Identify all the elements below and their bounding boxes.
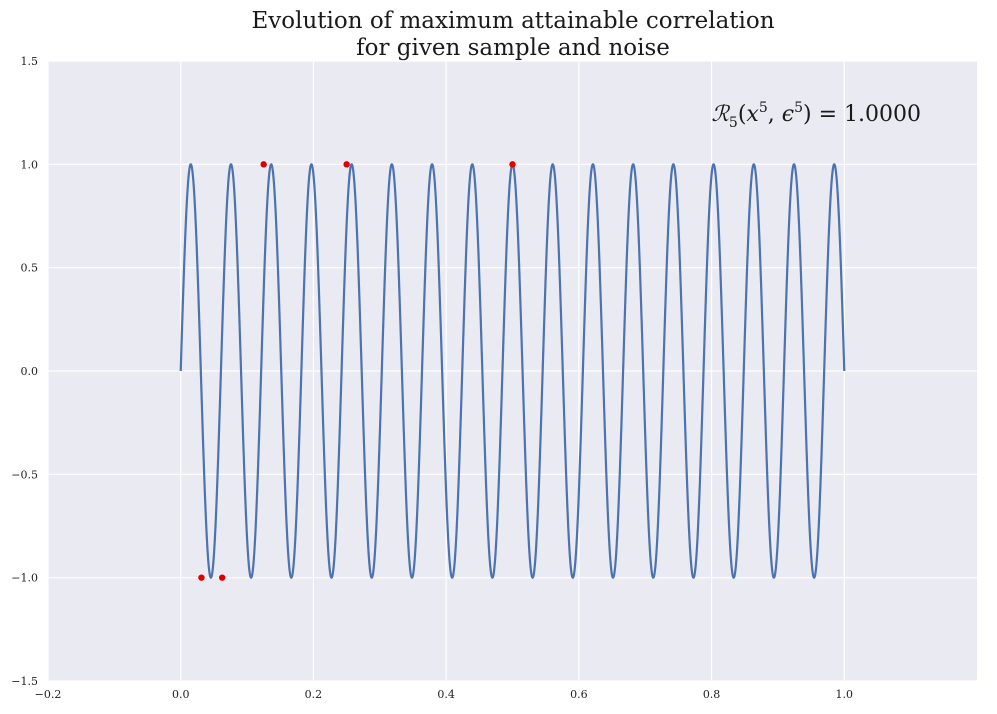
annotation-arg2: ϵ — [782, 102, 794, 127]
x-axis-ticks: −0.2 0.0 0.2 0.4 0.6 0.8 1.0 — [35, 688, 853, 701]
x-tick-label: −0.2 — [35, 688, 62, 701]
annotation-symbol: ℛ — [711, 102, 730, 127]
x-tick-label: 0.4 — [437, 688, 455, 701]
x-tick-label: 0.6 — [570, 688, 588, 701]
sample-point — [198, 574, 205, 581]
chart-title-line-1: Evolution of maximum attainable correlat… — [251, 8, 774, 34]
x-tick-label: 0.2 — [305, 688, 323, 701]
y-tick-label: −0.5 — [11, 468, 38, 481]
sample-point — [260, 161, 267, 168]
y-tick-label: 1.0 — [21, 158, 39, 171]
annotation-subscript: 5 — [729, 115, 738, 131]
y-tick-label: −1.5 — [11, 675, 38, 688]
points-layer — [198, 161, 516, 581]
y-axis-ticks: −1.5 −1.0 −0.5 0.0 0.5 1.0 1.5 — [11, 55, 38, 688]
sample-point — [343, 161, 350, 168]
chart-title-line-2: for given sample and noise — [356, 35, 670, 61]
sample-point — [218, 574, 226, 581]
y-tick-label: 0.0 — [21, 365, 39, 378]
sample-point — [509, 161, 516, 168]
x-tick-label: 0.0 — [172, 688, 190, 701]
annotation-value: 1.0000 — [844, 102, 921, 127]
x-tick-label: 1.0 — [836, 688, 854, 701]
y-tick-label: −1.0 — [11, 572, 38, 585]
correlation-annotation: ℛ5(x5, ϵ5) = 1.0000 — [711, 100, 921, 131]
annotation-arg2-exp: 5 — [794, 100, 803, 116]
annotation-arg1: x — [746, 102, 759, 127]
annotation-arg1-exp: 5 — [759, 100, 768, 116]
y-tick-label: 1.5 — [21, 55, 39, 68]
x-tick-label: 0.8 — [703, 688, 721, 701]
y-tick-label: 0.5 — [21, 262, 39, 275]
